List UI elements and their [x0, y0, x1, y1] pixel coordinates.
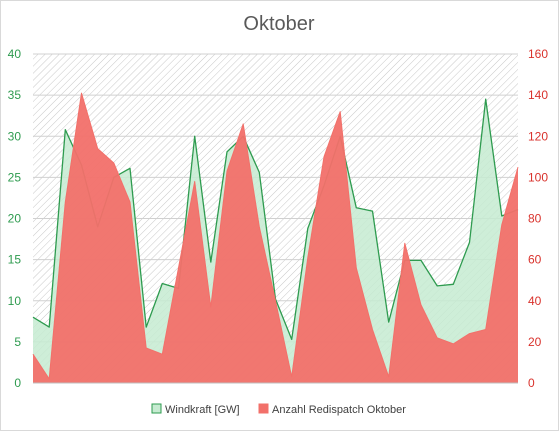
- data-point-redispatch: [81, 92, 82, 93]
- data-point-redispatch: [49, 378, 50, 379]
- data-point-redispatch: [243, 123, 244, 124]
- data-point-redispatch: [275, 300, 276, 301]
- data-point-redispatch: [388, 376, 389, 377]
- data-point-windkraft: [129, 168, 130, 169]
- y-right-tick-label: 0: [528, 376, 535, 390]
- y-left-tick-label: 25: [8, 170, 22, 184]
- y-right-tick-label: 120: [528, 129, 548, 143]
- data-point-redispatch: [517, 166, 518, 167]
- y-right-tick-label: 80: [528, 212, 542, 226]
- data-point-windkraft: [259, 172, 260, 173]
- data-point-windkraft: [420, 260, 421, 261]
- data-point-windkraft: [307, 228, 308, 229]
- y-left-tick-label: 30: [8, 129, 22, 143]
- data-point-windkraft: [194, 136, 195, 137]
- data-point-redispatch: [210, 306, 211, 307]
- data-point-redispatch: [372, 329, 373, 330]
- line-redispatch: [32, 92, 519, 380]
- y-right-tick-label: 140: [528, 88, 548, 102]
- y-left-tick-label: 0: [14, 376, 21, 390]
- data-point-redispatch: [340, 111, 341, 112]
- data-point-windkraft: [453, 284, 454, 285]
- data-point-redispatch: [259, 226, 260, 227]
- data-point-windkraft: [485, 99, 486, 100]
- data-point-windkraft: [388, 322, 389, 323]
- data-point-windkraft: [291, 339, 292, 340]
- data-point-windkraft: [210, 261, 211, 262]
- y-right-tick-label: 20: [528, 335, 542, 349]
- legend: Windkraft [GW] Anzahl Redispatch Oktober: [151, 403, 406, 416]
- y-left-tick-label: 20: [8, 212, 22, 226]
- legend-label-redispatch: Anzahl Redispatch Oktober: [272, 404, 406, 416]
- data-point-windkraft: [65, 129, 66, 130]
- data-point-redispatch: [113, 162, 114, 163]
- data-point-windkraft: [501, 215, 502, 216]
- legend-label-windkraft: Windkraft [GW]: [165, 404, 240, 416]
- y-right-tick-label: 60: [528, 253, 542, 267]
- data-point-redispatch: [323, 156, 324, 157]
- data-point-redispatch: [307, 257, 308, 258]
- legend-swatch-redispatch: [258, 403, 269, 414]
- data-point-windkraft: [32, 317, 33, 318]
- data-point-windkraft: [226, 151, 227, 152]
- data-point-windkraft: [162, 283, 163, 284]
- data-point-redispatch: [356, 267, 357, 268]
- y-right-tick-label: 100: [528, 170, 548, 184]
- data-point-redispatch: [453, 343, 454, 344]
- y-left-tick-label: 40: [8, 47, 22, 61]
- data-point-redispatch: [291, 376, 292, 377]
- y-left-tick-label: 15: [8, 253, 22, 267]
- data-point-windkraft: [437, 285, 438, 286]
- data-point-windkraft: [356, 207, 357, 208]
- data-point-redispatch: [129, 201, 130, 202]
- data-point-windkraft: [372, 210, 373, 211]
- data-point-redispatch: [437, 337, 438, 338]
- data-point-redispatch: [178, 267, 179, 268]
- y-left-tick-label: 10: [8, 294, 22, 308]
- data-point-redispatch: [32, 354, 33, 355]
- data-point-redispatch: [65, 201, 66, 202]
- data-point-redispatch: [146, 347, 147, 348]
- data-point-windkraft: [146, 326, 147, 327]
- y-left-tick-label: 35: [8, 88, 22, 102]
- data-point-redispatch: [469, 333, 470, 334]
- data-point-redispatch: [404, 243, 405, 244]
- chart-title: Oktober: [243, 13, 314, 35]
- y-right-tick-label: 160: [528, 47, 548, 61]
- data-point-redispatch: [97, 148, 98, 149]
- legend-swatch-windkraft: [151, 403, 162, 414]
- data-point-windkraft: [469, 242, 470, 243]
- data-point-windkraft: [49, 326, 50, 327]
- y-left-tick-label: 5: [14, 335, 21, 349]
- data-point-redispatch: [420, 304, 421, 305]
- y-right-tick-label: 40: [528, 294, 542, 308]
- data-point-redispatch: [485, 329, 486, 330]
- data-point-redispatch: [162, 354, 163, 355]
- data-point-redispatch: [194, 181, 195, 182]
- data-point-redispatch: [226, 171, 227, 172]
- data-point-redispatch: [501, 224, 502, 225]
